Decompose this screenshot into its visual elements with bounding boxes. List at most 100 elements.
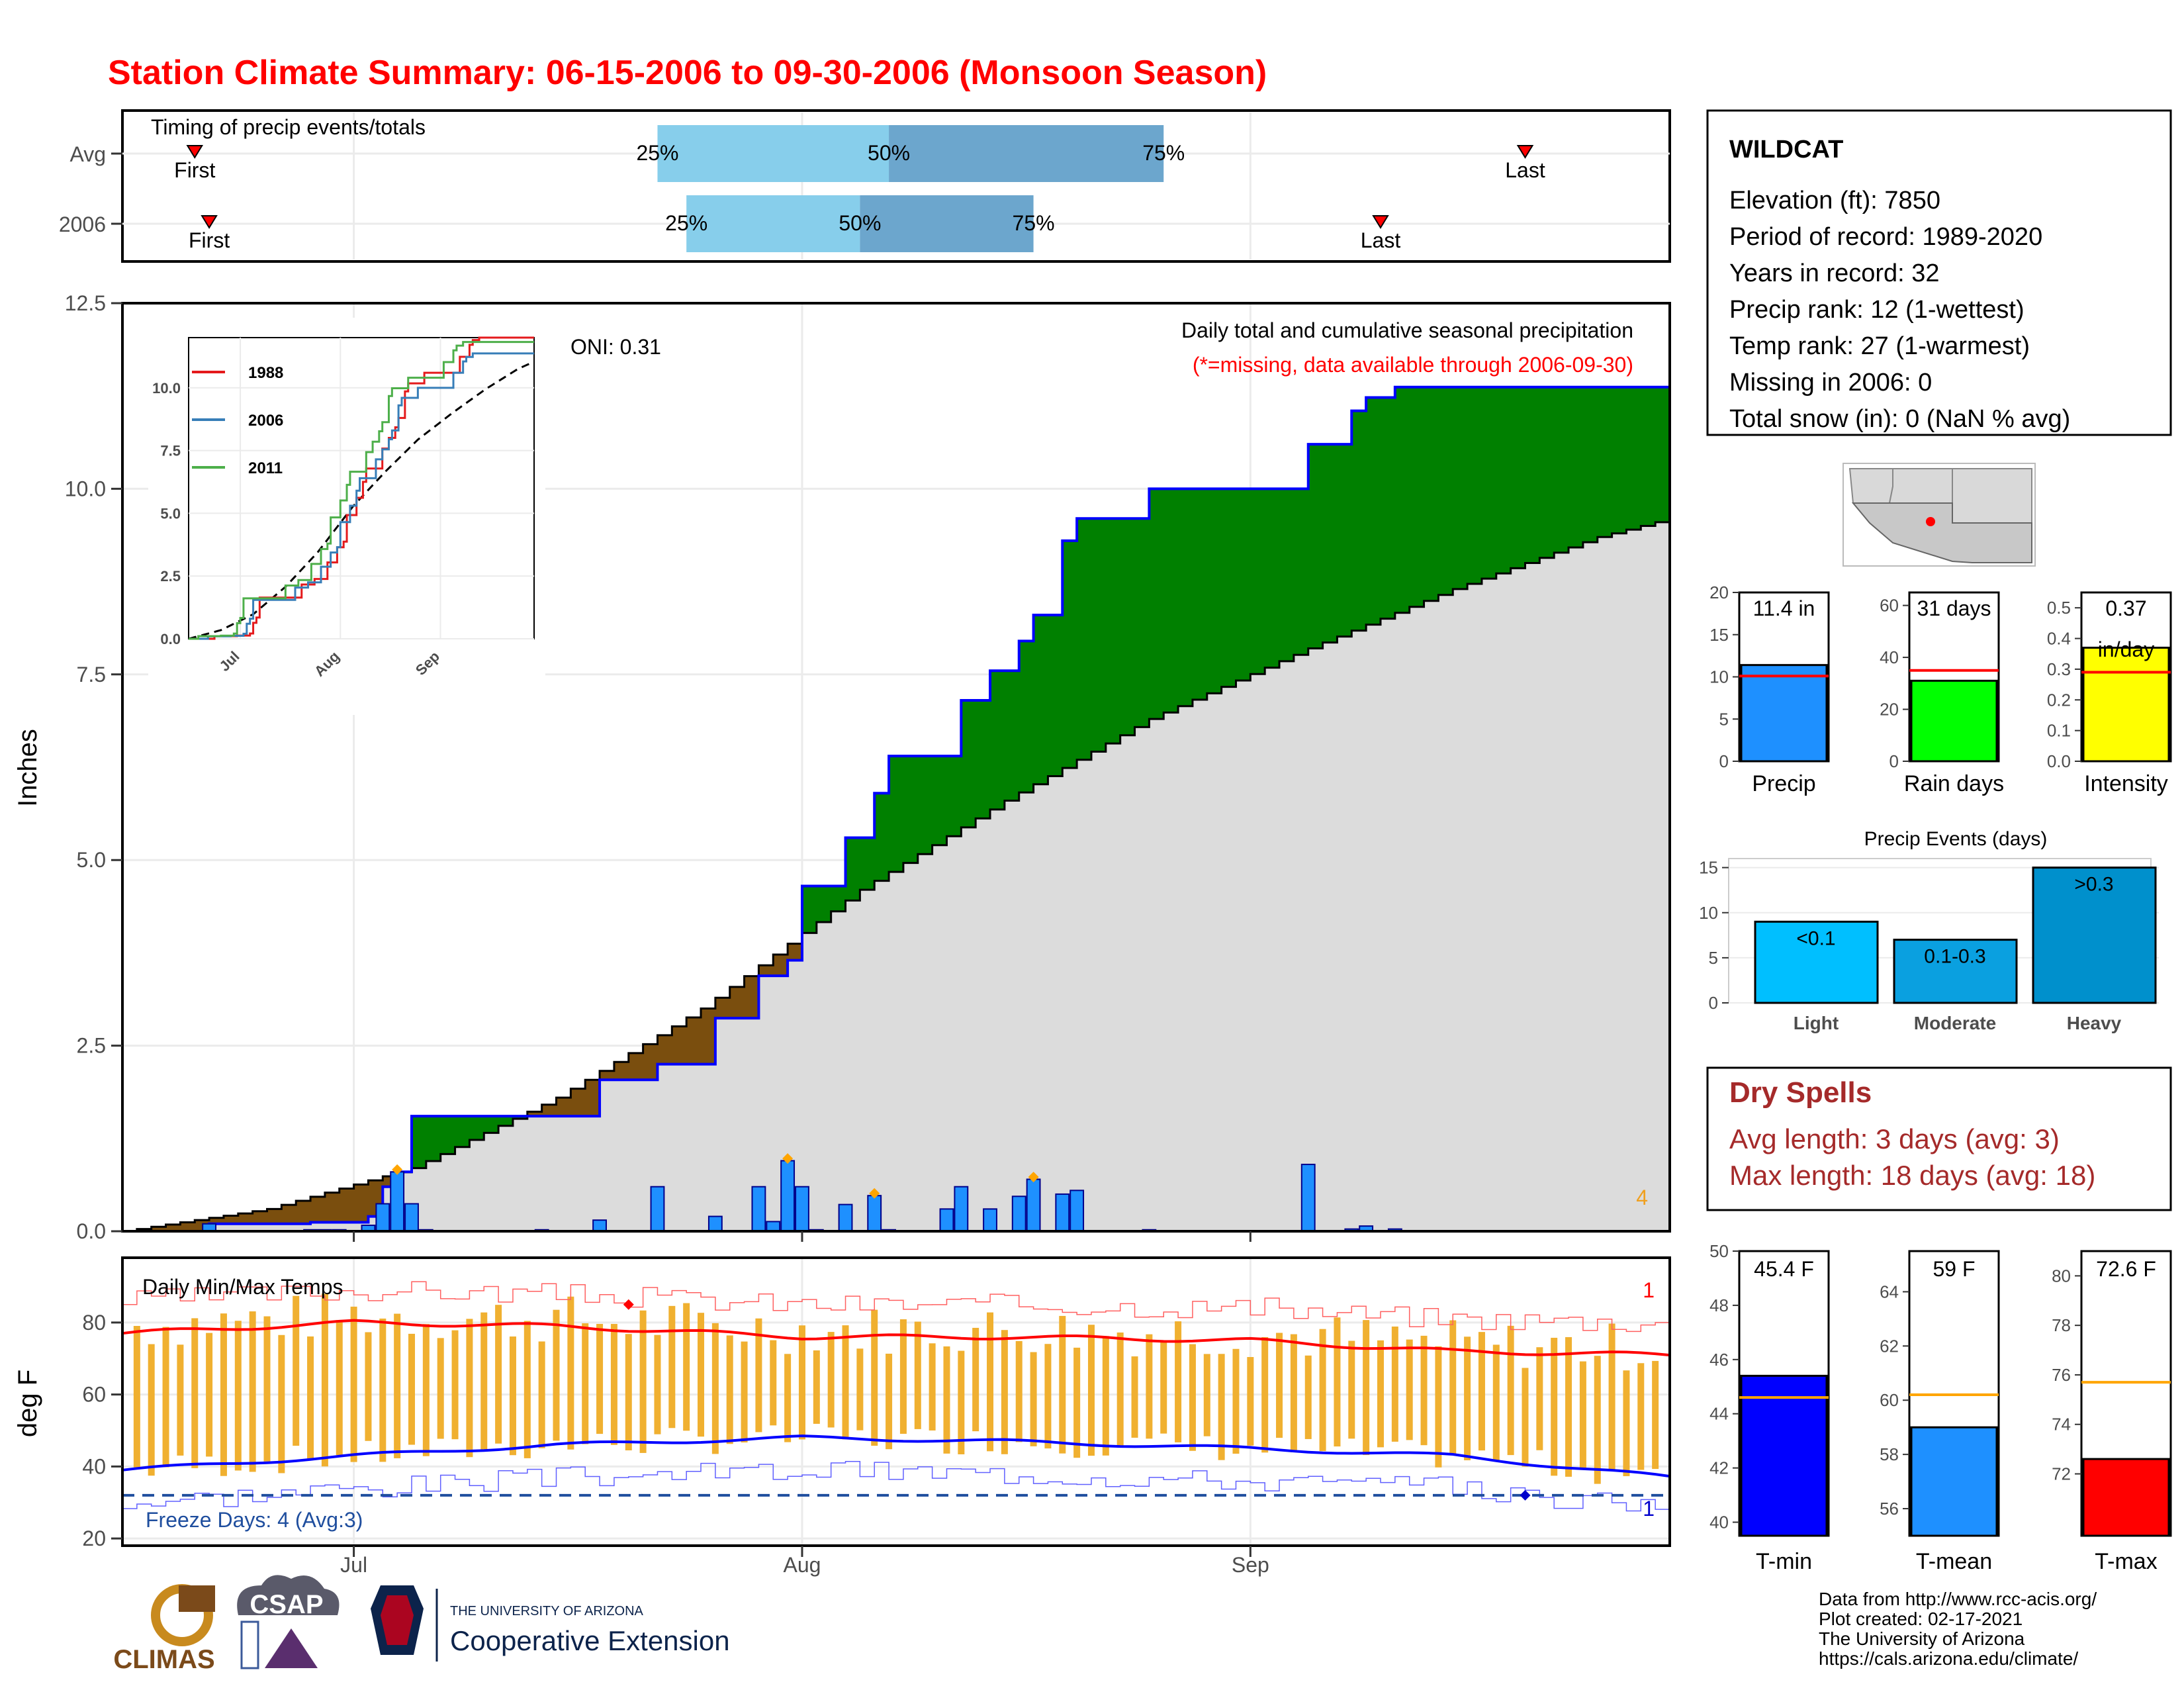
daily-temp-bar (1015, 1340, 1023, 1442)
inset-y-tick-label: 7.5 (160, 443, 181, 459)
daily-precip-bar (1069, 1190, 1085, 1233)
ua-a-icon-inner (381, 1595, 414, 1645)
precip-y-tick-label: 10.0 (65, 477, 106, 500)
timing-q25-label: 25% (636, 141, 678, 165)
events-bar-name: Moderate (1914, 1013, 1996, 1033)
temp-summary-bar (1910, 1426, 1998, 1537)
temp-summary-tick-label: 64 (1880, 1282, 1899, 1301)
record-max-line (122, 1281, 1670, 1333)
temp-y-tick-label: 20 (82, 1526, 106, 1550)
daily-precip-bar (795, 1186, 809, 1232)
events-bars: 0 5 10 15 <0.1 Light 0.1-0.3 Moderate >0.3 Heavy (1699, 858, 2159, 1033)
summary-bar-tick-label: 0.2 (2047, 690, 2071, 710)
page-title: Station Climate Summary: 06-15-2006 to 0… (108, 54, 1267, 92)
daily-temp-bar (1449, 1320, 1457, 1454)
daily-temp-bar (1261, 1336, 1269, 1453)
record-event-marker (1028, 1172, 1039, 1183)
timing-q50-q75-bar (860, 195, 1034, 252)
summary-bar-name: Intensity (2084, 771, 2168, 796)
below-average-fill (570, 1088, 586, 1117)
record-low-marker (1520, 1489, 1531, 1501)
inset-y-tick-label: 10.0 (152, 380, 181, 397)
daily-temp-bar (177, 1344, 184, 1456)
station-box-frame (1706, 109, 2172, 436)
inset-y-tick-label: 2.5 (160, 568, 181, 585)
month-label: Jul (340, 1553, 367, 1577)
daily-precip-bar (390, 1171, 405, 1232)
timing-last-marker (1516, 145, 1534, 159)
daily-temp-bar (365, 1332, 372, 1441)
temp-summary-bar (1740, 1374, 1828, 1537)
daily-temp-bar (899, 1319, 907, 1434)
climas-logo: CLIMAS (113, 1584, 215, 1674)
events-bar (2032, 867, 2157, 1004)
daily-precip-bar (707, 1215, 723, 1232)
daily-temp-bar (422, 1324, 430, 1456)
daily-temp-bar (379, 1318, 387, 1462)
below-average-fill (657, 1035, 672, 1064)
daily-temp-bar (1391, 1326, 1398, 1442)
timing-first-label: First (189, 228, 230, 252)
above-average-fill (1337, 444, 1352, 637)
precip-heading: Daily total and cumulative seasonal prec… (1181, 318, 1633, 342)
daily-temp-bar (596, 1323, 604, 1434)
summary-bar-tick-label: 20 (1880, 700, 1899, 720)
above-average-fill (961, 700, 976, 827)
daily-precip-bar (766, 1221, 781, 1232)
events-bar (1893, 939, 2018, 1004)
daily-temp-bar (770, 1340, 777, 1426)
above-average-fill (1221, 489, 1237, 687)
daily-temp-bar (148, 1344, 155, 1476)
daily-precip-bar (592, 1219, 607, 1233)
daily-temp-bar (1536, 1347, 1543, 1450)
summary-bar-tick-label: 5 (1719, 709, 1729, 729)
below-average-fill (600, 1070, 615, 1080)
above-average-fill (1149, 489, 1164, 720)
below-average-fill (296, 1201, 311, 1224)
daily-precip-bar (1026, 1178, 1041, 1233)
month-axis: Jul Aug Sep (340, 1231, 1269, 1577)
temp-summary-bar (2082, 1458, 2170, 1537)
location-map (1843, 463, 2036, 567)
temp-summary-tick-label: 48 (1709, 1295, 1729, 1315)
daily-temp-bar (914, 1321, 921, 1429)
daily-temp-bar (683, 1303, 690, 1431)
daily-precip-bar (1055, 1193, 1070, 1233)
above-average-fill (860, 837, 875, 890)
daily-temp-bar (523, 1321, 531, 1458)
above-average-fill (976, 700, 991, 819)
above-average-fill (1467, 387, 1482, 584)
above-average-fill (1366, 397, 1381, 625)
below-average-fill (209, 1217, 224, 1224)
record-event-marker (782, 1153, 794, 1164)
above-average-fill (1250, 489, 1265, 675)
precip-note: (*=missing, data available through 2006-… (1193, 353, 1633, 377)
footer: Data from http://www.rcc-acis.org/Plot c… (113, 1575, 2097, 1674)
daily-temp-bar (886, 1353, 893, 1450)
station-info-line: Elevation (ft): 7850 (1729, 187, 1940, 214)
summary-bar-charts: 0 5 10 15 20 11.4 in Precip 0 20 40 60 31 days Rain … (1709, 583, 2172, 796)
daily-temp-bar (1363, 1320, 1370, 1456)
above-average-fill (1481, 387, 1497, 579)
temp-summary-tick-label: 62 (1880, 1336, 1899, 1356)
below-average-fill (339, 1188, 355, 1223)
above-average-fill (1048, 615, 1063, 776)
station-name: WILDCAT (1729, 136, 1843, 164)
daily-temp-bar (1232, 1348, 1240, 1454)
summary-bar-tick-label: 10 (1709, 667, 1729, 687)
record-event-marker (392, 1164, 403, 1175)
events-tick-label: 15 (1699, 858, 1718, 878)
daily-temp-bar (191, 1318, 199, 1468)
daily-temp-bar (943, 1346, 950, 1454)
below-average-fill (310, 1196, 326, 1223)
daily-temp-bar (1073, 1347, 1081, 1458)
daily-temp-bar (1623, 1370, 1630, 1476)
daily-precip-bar (375, 1203, 390, 1233)
below-average-fill (715, 998, 731, 1019)
daily-temp-bar (1059, 1315, 1066, 1454)
above-average-fill (1019, 641, 1034, 793)
temp-max-count: 1 (1643, 1278, 1655, 1302)
footer-credit-line: Data from http://www.rcc-acis.org/ (1819, 1589, 2097, 1609)
daily-temp-bar (1377, 1340, 1384, 1448)
